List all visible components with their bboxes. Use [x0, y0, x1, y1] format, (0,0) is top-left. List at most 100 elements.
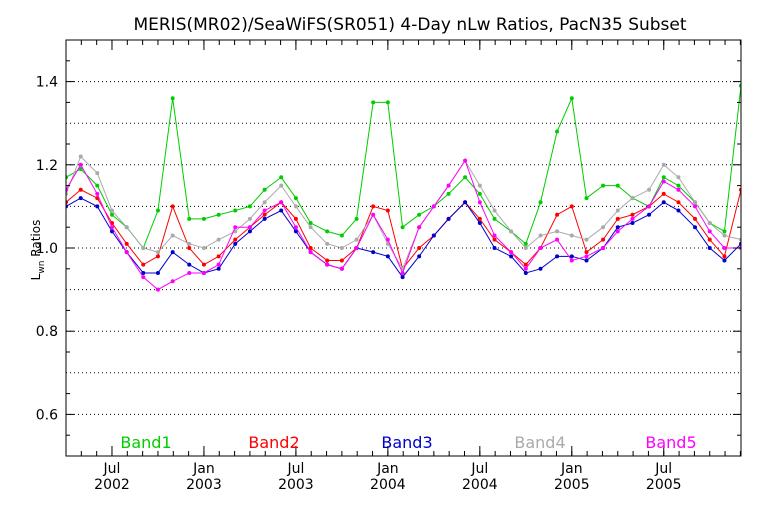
data-point-band1: [661, 175, 666, 180]
data-point-band3: [477, 221, 482, 226]
data-point-band5: [555, 237, 560, 242]
data-point-band5: [661, 179, 666, 184]
data-point-band3: [247, 229, 252, 234]
data-point-band1: [417, 212, 422, 217]
data-point-band1: [279, 175, 284, 180]
data-point-band2: [693, 216, 698, 221]
legend-item-band3: Band3: [381, 433, 432, 452]
data-point-band3: [400, 275, 405, 280]
data-point-band4: [109, 208, 114, 213]
data-point-band4: [601, 225, 606, 230]
data-point-band3: [293, 229, 298, 234]
data-point-band4: [124, 225, 129, 230]
legend-item-band2: Band2: [248, 433, 299, 452]
data-point-band2: [141, 262, 146, 267]
data-point-band5: [584, 254, 589, 259]
data-point-band1: [78, 166, 83, 171]
data-point-band5: [509, 250, 514, 255]
data-point-band5: [201, 270, 206, 275]
data-point-band2: [477, 216, 482, 221]
data-point-band1: [262, 187, 267, 192]
data-point-band1: [95, 183, 100, 188]
data-point-band1: [601, 183, 606, 188]
data-point-band2: [201, 262, 206, 267]
data-point-band2: [293, 216, 298, 221]
data-point-band3: [95, 204, 100, 209]
data-point-band2: [722, 254, 727, 259]
data-point-band5: [477, 200, 482, 205]
data-point-band2: [339, 258, 344, 263]
data-point-band3: [431, 233, 436, 238]
y-axis-label: Lwn Ratios: [29, 220, 47, 281]
series-band1: [66, 83, 741, 250]
x-tick-year: 2005: [646, 477, 682, 493]
data-point-band3: [385, 254, 390, 259]
data-point-band3: [463, 200, 468, 205]
data-point-band3: [584, 258, 589, 263]
data-point-band5: [354, 246, 359, 250]
data-point-band2: [615, 216, 620, 221]
series-band5: [66, 158, 741, 292]
data-point-band3: [676, 208, 681, 213]
x-tick-year: 2004: [370, 477, 406, 493]
data-point-band4: [722, 233, 727, 238]
data-point-band5: [279, 200, 284, 205]
data-point-band5: [216, 262, 221, 267]
data-point-band2: [155, 254, 160, 259]
series-line-band4: [66, 155, 741, 270]
data-point-band1: [584, 196, 589, 201]
data-point-band1: [216, 212, 221, 217]
data-point-band3: [555, 254, 560, 259]
data-point-band3: [417, 254, 422, 259]
data-point-band5: [124, 250, 129, 255]
data-point-band4: [325, 241, 330, 246]
data-point-band4: [170, 233, 175, 238]
data-point-band1: [371, 100, 376, 105]
data-point-band3: [707, 246, 712, 250]
data-point-band5: [385, 237, 390, 242]
data-point-band5: [647, 204, 652, 209]
data-point-band5: [339, 266, 344, 271]
data-point-band4: [569, 233, 574, 238]
data-point-band2: [601, 237, 606, 242]
data-point-band3: [78, 196, 83, 201]
data-point-band2: [308, 246, 313, 250]
data-point-band2: [385, 208, 390, 213]
data-point-band3: [615, 225, 620, 230]
y-tick-label: 0.8: [36, 324, 58, 340]
data-point-band3: [371, 250, 376, 255]
data-point-band4: [538, 233, 543, 238]
data-point-band4: [293, 204, 298, 209]
data-point-band4: [477, 183, 482, 188]
data-point-band4: [676, 175, 681, 180]
data-point-band4: [555, 229, 560, 234]
x-tick-year: 2005: [554, 477, 590, 493]
data-point-band2: [630, 212, 635, 217]
x-tick-month: Jan: [560, 461, 583, 477]
y-axis-label-main: L: [29, 273, 43, 280]
x-tick-month: Jul: [654, 461, 672, 477]
data-point-band3: [538, 266, 543, 271]
data-point-band5: [417, 225, 422, 230]
data-point-band1: [109, 212, 114, 217]
x-tick-month: Jul: [470, 461, 488, 477]
data-point-band5: [601, 246, 606, 250]
data-point-band5: [187, 270, 192, 275]
data-point-band1: [354, 216, 359, 221]
data-point-band4: [141, 246, 146, 250]
data-point-band4: [187, 241, 192, 246]
data-point-band5: [325, 262, 330, 267]
data-point-band2: [523, 262, 528, 267]
data-point-band3: [446, 216, 451, 221]
legend-item-band5: Band5: [645, 433, 696, 452]
data-point-band2: [371, 204, 376, 209]
data-point-band5: [170, 279, 175, 284]
data-point-band1: [555, 129, 560, 134]
data-point-band1: [722, 229, 727, 234]
y-tick-label: 0.6: [36, 407, 58, 423]
data-point-band1: [170, 96, 175, 101]
x-tick-month: Jan: [376, 461, 399, 477]
data-point-band3: [262, 216, 267, 221]
data-point-band4: [308, 225, 313, 230]
